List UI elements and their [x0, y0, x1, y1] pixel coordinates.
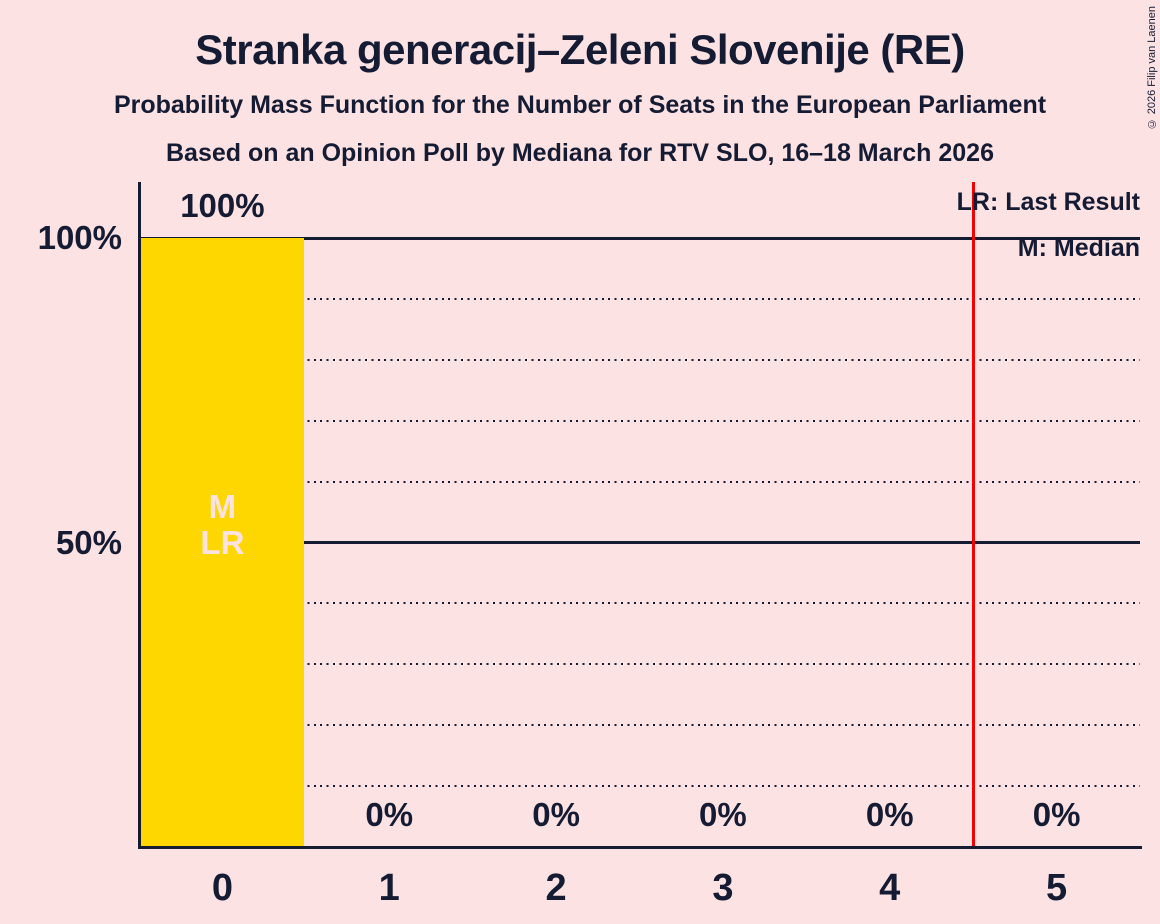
gridline-dotted	[141, 785, 1140, 788]
median-marker: M	[208, 488, 237, 525]
x-axis	[137, 845, 1142, 849]
bar-value-label: 0%	[365, 796, 414, 833]
gridline-dotted	[141, 480, 1140, 483]
bar	[140, 238, 305, 847]
bar-value-label: 100%	[180, 187, 265, 224]
y-axis-label: 100%	[37, 219, 122, 256]
x-axis-label: 2	[545, 867, 567, 909]
x-axis-label: 4	[879, 867, 901, 909]
x-axis-label: 0	[211, 867, 233, 909]
x-axis-label: 1	[378, 867, 400, 909]
gridline-dotted	[141, 663, 1140, 666]
bar-value-label: 0%	[865, 796, 914, 833]
red-threshold-line	[971, 182, 975, 847]
gridline-solid	[141, 541, 1140, 544]
legend-median: M: Median	[1017, 234, 1140, 262]
y-axis-label: 50%	[55, 523, 122, 561]
gridline-dotted	[141, 297, 1140, 300]
bar-value-label: 0%	[532, 796, 580, 833]
gridline-dotted	[141, 419, 1140, 422]
copyright-notice: © 2026 Filip van Laenen	[1146, 6, 1158, 130]
x-axis-label: 5	[1046, 867, 1068, 909]
legend-last-result: LR: Last Result	[956, 188, 1140, 216]
poll-details: Based on an Opinion Poll by Mediana for …	[166, 139, 994, 167]
chart-subtitle: Probability Mass Function for the Number…	[113, 91, 1047, 119]
last-result-marker: LR	[200, 524, 245, 561]
chart-legend: LR: Last Result M: Median	[957, 179, 1140, 271]
gridline-dotted	[141, 724, 1140, 727]
bar-value-label: 0%	[1032, 796, 1081, 833]
x-axis-label: 3	[712, 867, 734, 909]
chart-title: Stranka generacij–Zeleni Slovenije (RE)	[195, 26, 965, 73]
gridline-solid	[141, 236, 1140, 240]
bar-value-label: 0%	[699, 796, 747, 833]
y-axis	[137, 182, 141, 849]
gridline-dotted	[141, 358, 1140, 361]
gridline-dotted	[141, 602, 1140, 605]
